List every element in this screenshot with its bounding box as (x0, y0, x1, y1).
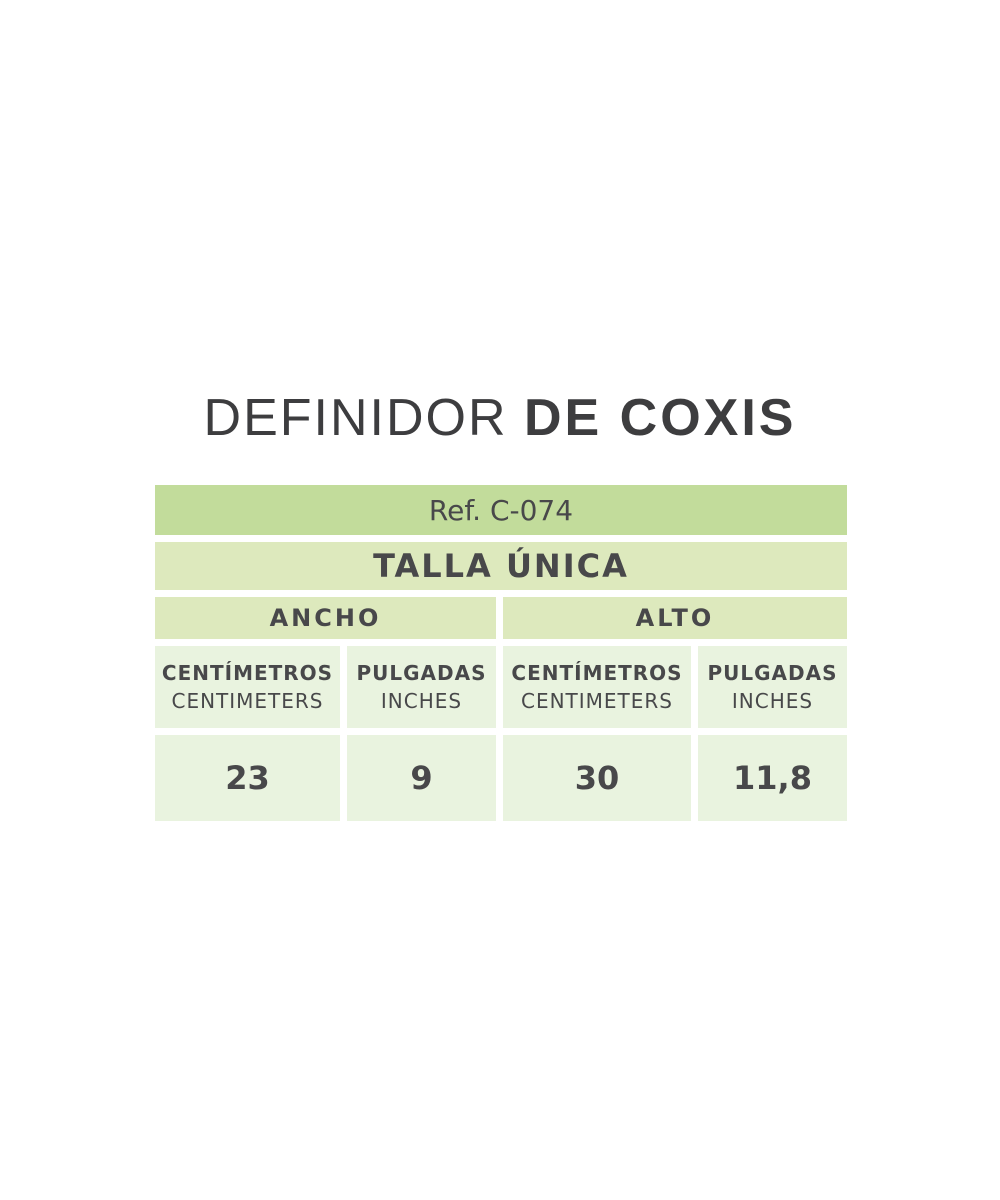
size-row: TALLA ÚNICA (155, 542, 847, 590)
column-label-es: PULGADAS (356, 661, 487, 685)
column-label-es: PULGADAS (707, 661, 838, 685)
column-header: PULGADAS INCHES (698, 646, 847, 728)
column-header: CENTÍMETROS CENTIMETERS (503, 646, 691, 728)
group-header-ancho: ANCHO (155, 597, 496, 639)
reference-row: Ref. C-074 (155, 485, 847, 535)
column-label-en: CENTIMETERS (520, 689, 673, 713)
group-header-alto: ALTO (503, 597, 847, 639)
value-cell: 9 (347, 735, 496, 821)
title-bold: DE COXIS (523, 389, 797, 447)
column-label-es: CENTÍMETROS (511, 661, 683, 685)
value-cell: 23 (155, 735, 340, 821)
column-header: CENTÍMETROS CENTIMETERS (155, 646, 340, 728)
page-title: DEFINIDOR DE COXIS (0, 388, 1000, 448)
column-label-en: INCHES (380, 689, 463, 713)
column-header: PULGADAS INCHES (347, 646, 496, 728)
title-light: DEFINIDOR (203, 389, 508, 447)
column-label-en: INCHES (731, 689, 814, 713)
value-cell: 30 (503, 735, 691, 821)
column-label-en: CENTIMETERS (171, 689, 324, 713)
value-cell: 11,8 (698, 735, 847, 821)
column-label-es: CENTÍMETROS (161, 661, 334, 685)
